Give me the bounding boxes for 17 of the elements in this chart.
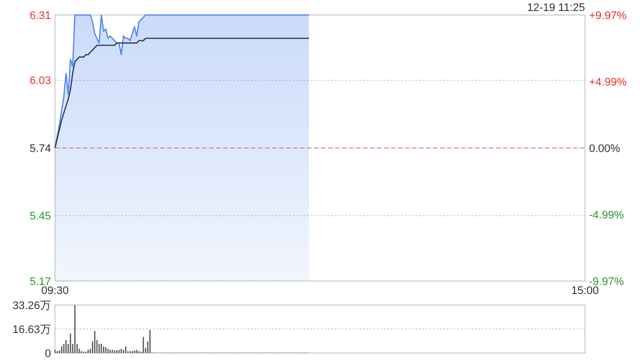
y-tick-label: 6.31 bbox=[30, 10, 51, 22]
x-tick-label: 15:00 bbox=[571, 285, 599, 297]
y2-tick-label: +4.99% bbox=[589, 76, 627, 88]
x-tick-label: 09:30 bbox=[41, 285, 69, 297]
text: 12-19 11:25 bbox=[527, 2, 585, 14]
y-tick-label: 5.74 bbox=[30, 142, 51, 155]
line-series bbox=[54, 38, 310, 149]
y-tick-label: 5.45 bbox=[30, 210, 51, 223]
y2-tick-label: -9.97% bbox=[589, 276, 624, 288]
y2-tick-label: +9.97% bbox=[589, 10, 627, 22]
y-tick-label: 5.17 bbox=[30, 276, 51, 288]
y-tick-label: 16.63万 bbox=[12, 324, 51, 336]
y-tick-label: 0 bbox=[44, 348, 51, 360]
y-tick-label: 6.03 bbox=[30, 75, 51, 88]
y2-tick-label: -4.99% bbox=[589, 209, 624, 222]
y2-tick-label: 0.00% bbox=[589, 142, 620, 155]
y-tick-label: 33.26万 bbox=[12, 300, 51, 312]
